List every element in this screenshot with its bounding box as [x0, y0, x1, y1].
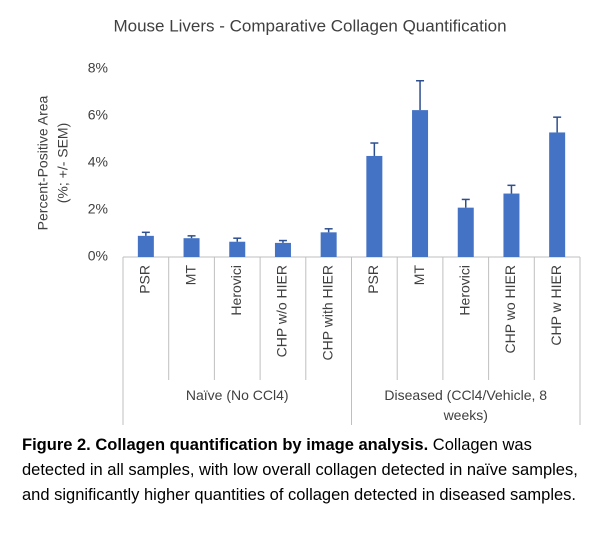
error-bar — [370, 142, 379, 156]
y-axis-label: Percent-Positive Area — [35, 95, 51, 230]
x-tick-label: MT — [411, 265, 427, 286]
y-tick-label: 8% — [88, 60, 108, 76]
group-label: Naïve (No CCl4) — [185, 387, 289, 403]
error-bar — [278, 239, 287, 243]
caption: Figure 2. Collagen quantification by ima… — [22, 433, 584, 508]
caption-title: Figure 2. Collagen quantification by ima… — [22, 436, 429, 454]
error-bar — [233, 237, 242, 242]
x-tick-label: Herovici — [228, 265, 244, 316]
error-bar — [507, 184, 516, 194]
y-tick-label: 2% — [88, 201, 108, 217]
x-tick-label: CHP w HIER — [548, 265, 564, 346]
bar — [366, 155, 383, 257]
error-bar — [461, 198, 470, 208]
group-label: Diseased (CCl4/Vehicle, 8 weeks) — [384, 387, 548, 423]
group-label-box: Diseased (CCl4/Vehicle, 8 weeks) — [384, 387, 548, 423]
y-tick-label: 6% — [88, 107, 108, 123]
bar — [183, 238, 200, 257]
bar — [549, 132, 566, 257]
y-tick-label: 4% — [88, 154, 108, 170]
bar — [503, 193, 520, 257]
x-tick-label: Herovici — [456, 265, 472, 316]
x-tick-label: CHP with HIER — [319, 265, 335, 360]
bar — [457, 207, 474, 257]
error-bar — [187, 235, 196, 239]
x-tick-label: CHP w/o HIER — [274, 265, 290, 357]
bar — [412, 110, 429, 257]
x-tick-label: CHP wo HIER — [502, 265, 518, 353]
bar — [320, 232, 337, 257]
group-label-box: Naïve (No CCl4) — [185, 387, 289, 403]
chart: Mouse Livers - Comparative Collagen Quan… — [35, 16, 581, 425]
error-bar — [324, 228, 333, 233]
error-bar — [553, 116, 562, 133]
bar — [274, 242, 291, 257]
x-tick-label: PSR — [137, 265, 153, 294]
y-axis-label: (%; +/- SEM) — [55, 123, 71, 204]
y-tick-label: 0% — [88, 248, 108, 264]
error-bar — [141, 231, 150, 236]
x-tick-label: PSR — [365, 265, 381, 294]
caption-text: Collagen was detected in all samples, wi… — [22, 436, 578, 504]
bar — [229, 241, 246, 257]
x-tick-label: MT — [182, 265, 198, 286]
chart-title: Mouse Livers - Comparative Collagen Quan… — [113, 16, 506, 35]
bar — [137, 235, 154, 257]
error-bar — [416, 80, 425, 111]
